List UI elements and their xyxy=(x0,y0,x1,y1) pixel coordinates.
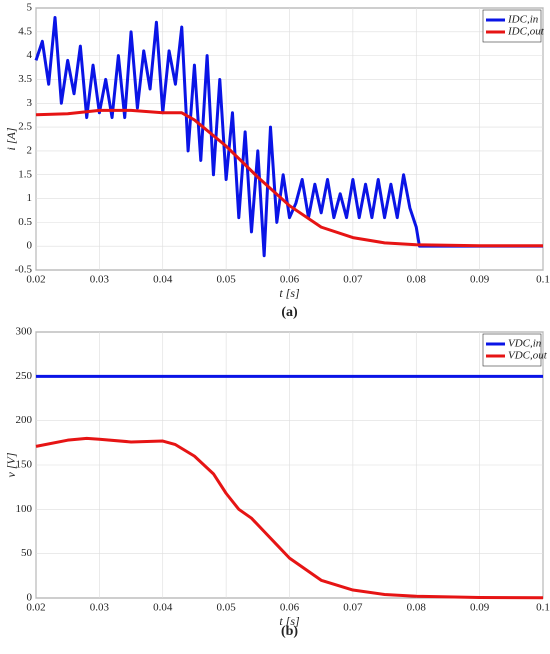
y-tick-label: 4.5 xyxy=(18,25,32,37)
x-tick-label: 0.03 xyxy=(90,602,110,614)
legend-box xyxy=(482,333,542,367)
y-tick-label: 3.5 xyxy=(18,73,32,85)
x-tick-label: 0.06 xyxy=(280,602,300,614)
x-axis-label: t [s] xyxy=(279,614,300,628)
x-tick-label: 0.09 xyxy=(470,602,490,614)
x-tick-label: 0.03 xyxy=(90,274,110,286)
legend-label: IDC,out xyxy=(507,26,545,38)
x-tick-label: 0.08 xyxy=(407,274,427,286)
y-tick-label: 250 xyxy=(16,370,33,382)
legend-label: VDC,in xyxy=(508,338,542,350)
y-tick-label: -0.5 xyxy=(15,264,33,276)
x-tick-label: 0.1 xyxy=(536,274,550,286)
y-tick-label: 0 xyxy=(27,592,33,604)
y-axis-label: v [V] xyxy=(4,452,18,477)
legend-label: IDC,in xyxy=(507,14,539,26)
x-tick-label: 0.04 xyxy=(153,602,173,614)
data-line xyxy=(34,16,543,258)
x-tick-label: 0.04 xyxy=(153,274,173,286)
y-tick-label: 300 xyxy=(16,326,33,338)
y-tick-label: 0.5 xyxy=(18,216,32,228)
y-tick-label: 2 xyxy=(27,144,33,156)
x-tick-label: 0.08 xyxy=(407,602,427,614)
y-tick-label: 50 xyxy=(21,547,33,559)
y-tick-label: 4 xyxy=(27,49,33,61)
x-tick-label: 0.07 xyxy=(343,602,363,614)
x-tick-label: 0.02 xyxy=(26,602,45,614)
x-tick-label: 0.05 xyxy=(217,274,237,286)
legend-label: VDC,out xyxy=(508,350,548,362)
x-tick-label: 0.05 xyxy=(217,602,237,614)
caption: (b) xyxy=(281,624,298,639)
caption: (a) xyxy=(281,305,298,320)
y-tick-label: 1.5 xyxy=(18,168,32,180)
x-tick-label: 0.09 xyxy=(470,274,490,286)
x-tick-label: 0.02 xyxy=(26,274,45,286)
x-axis-label: t [s] xyxy=(279,286,300,300)
y-tick-label: 0 xyxy=(27,240,33,252)
y-axis-label: i [A] xyxy=(4,127,18,150)
data-line xyxy=(35,108,543,248)
x-tick-label: 0.1 xyxy=(536,602,550,614)
y-tick-label: 1 xyxy=(27,192,33,204)
x-tick-label: 0.06 xyxy=(280,274,300,286)
legend-box xyxy=(482,9,542,43)
y-tick-label: 200 xyxy=(16,414,33,426)
y-tick-label: 3 xyxy=(27,97,33,109)
data-line xyxy=(35,436,544,600)
y-tick-label: 150 xyxy=(16,459,33,471)
x-tick-label: 0.07 xyxy=(343,274,363,286)
y-tick-label: 2.5 xyxy=(18,121,32,133)
y-tick-label: 5 xyxy=(27,2,33,14)
y-tick-label: 100 xyxy=(16,503,33,515)
